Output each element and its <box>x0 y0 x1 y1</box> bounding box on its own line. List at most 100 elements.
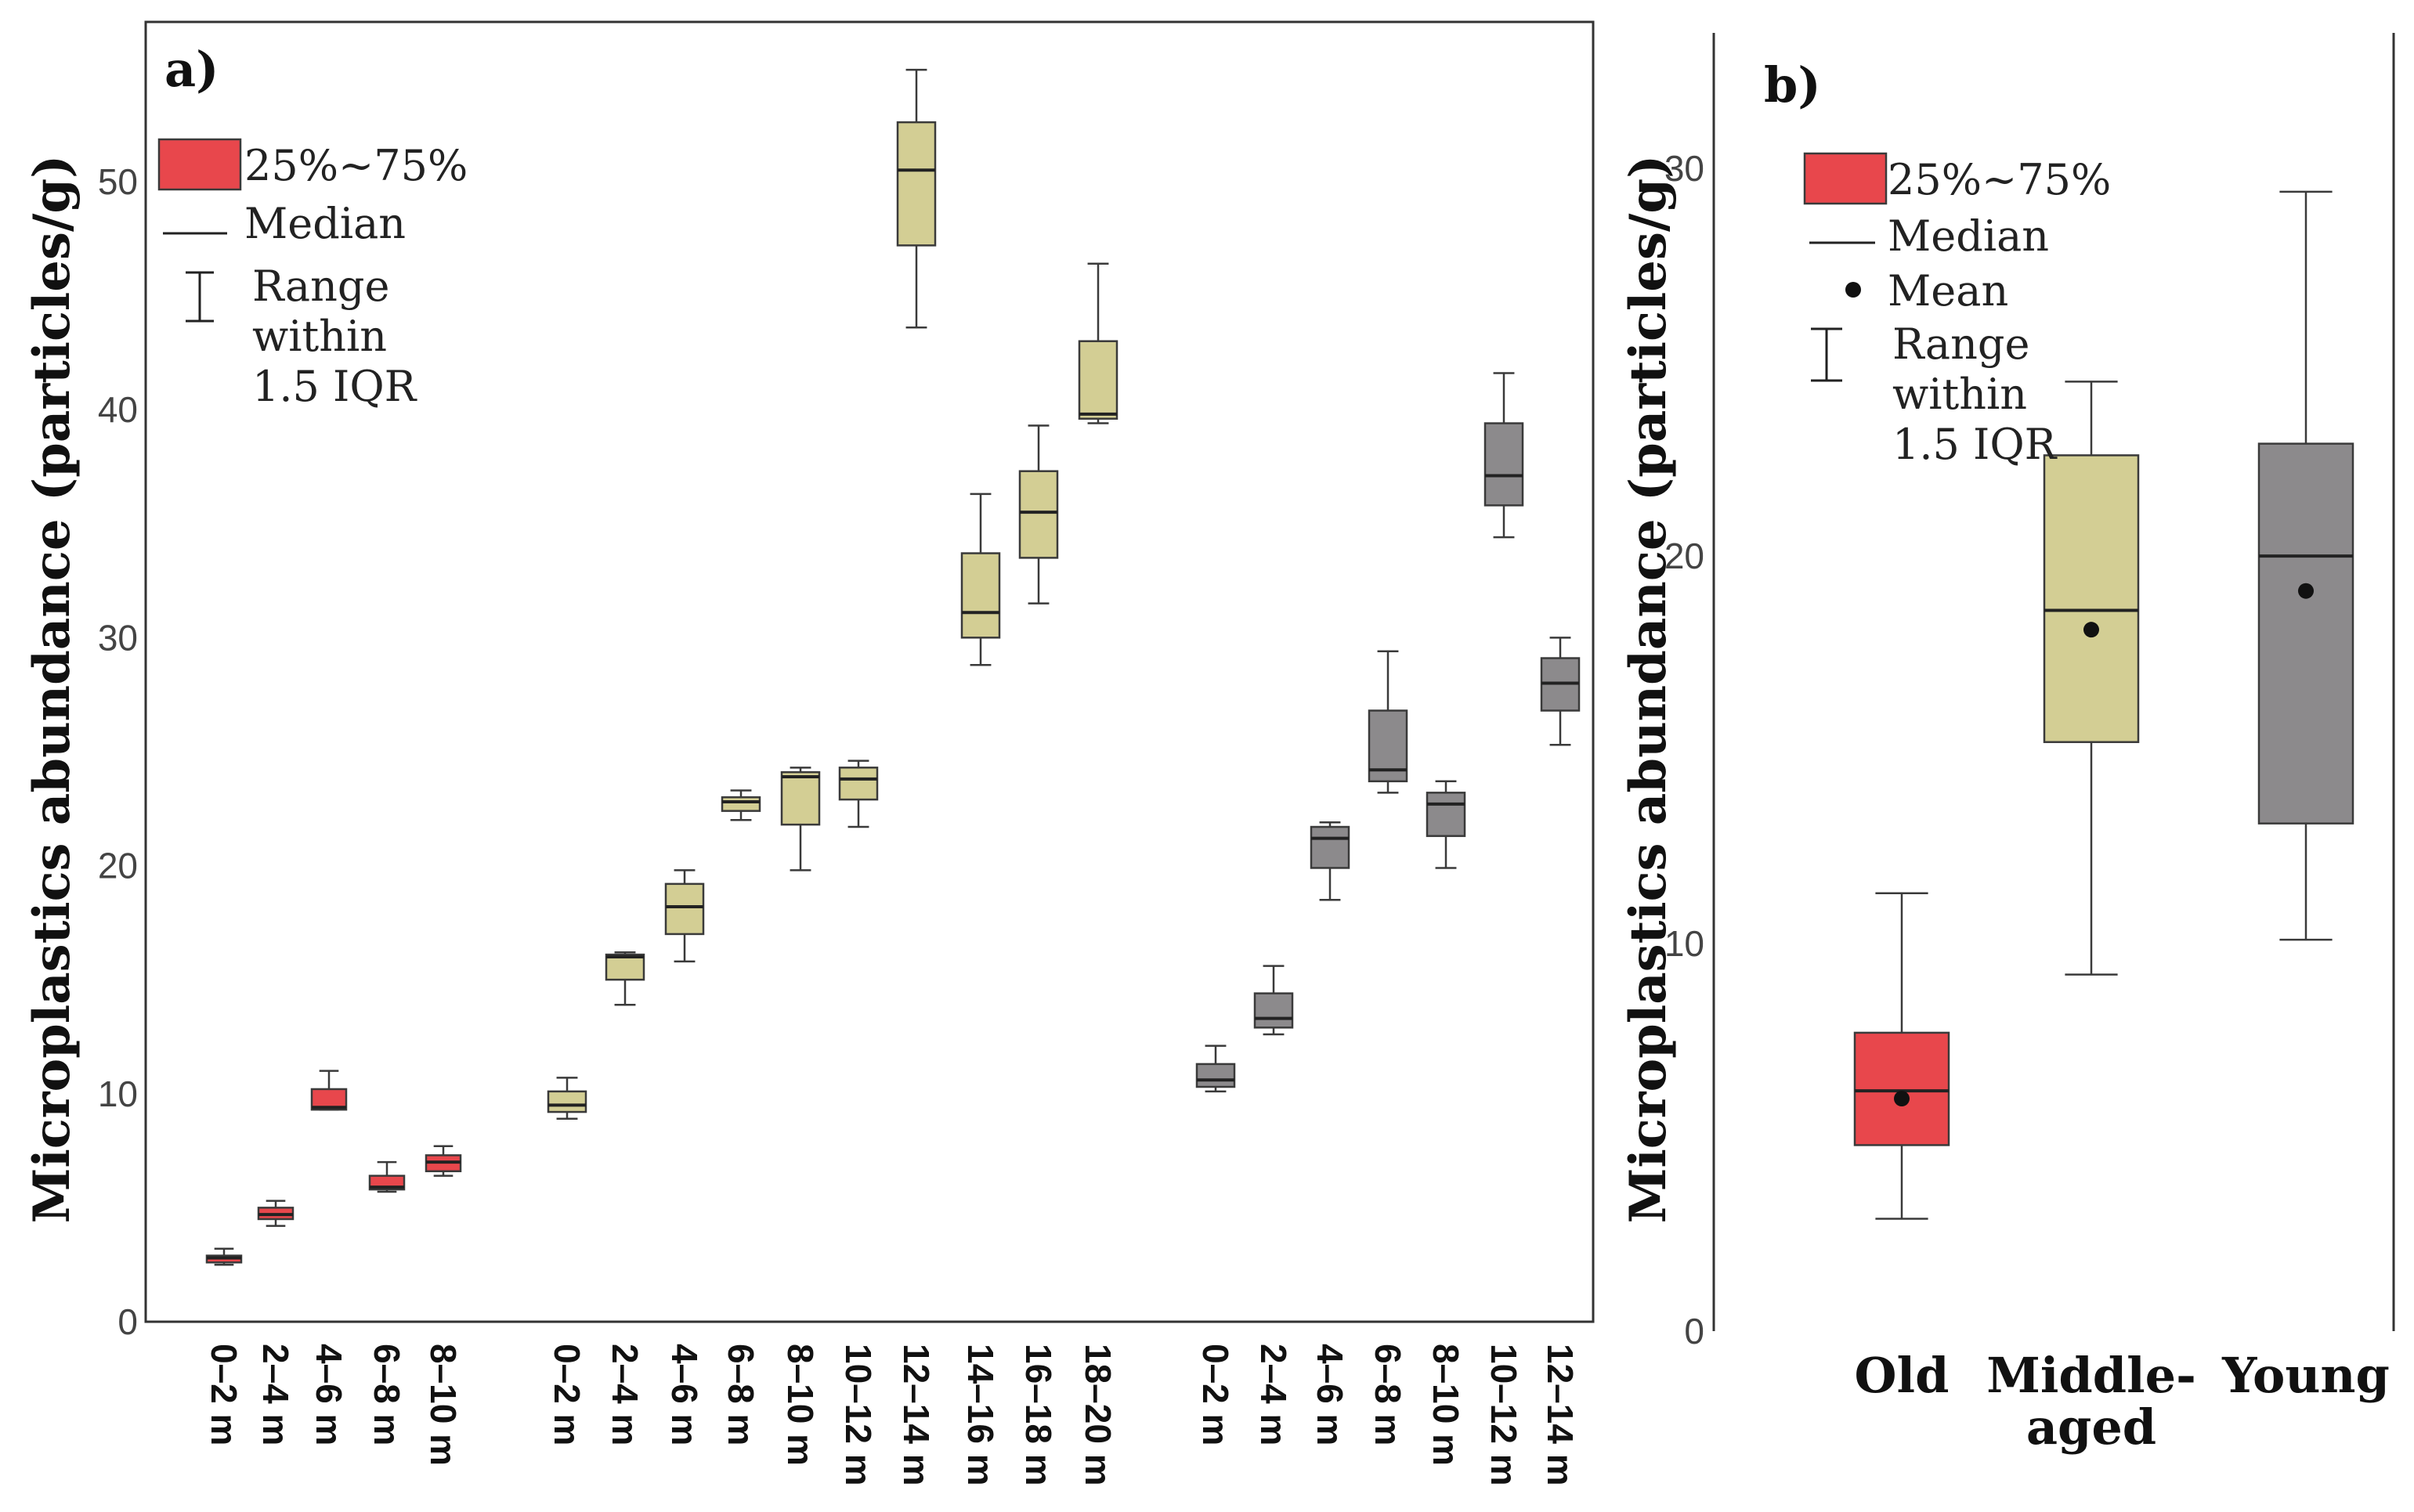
box-middle-3 <box>721 789 761 821</box>
panel-a-legend: 25%~75% Median Range within 1.5 IQR <box>157 138 468 411</box>
legend-b-range-line-2: within <box>1892 370 2027 419</box>
y-tick: 10 <box>1664 923 1704 964</box>
y-tick-label: 50 <box>98 161 138 202</box>
legend-b-median-label: Median <box>1888 211 2049 261</box>
legend-a-range-line-1: Range <box>252 262 389 311</box>
legend-a-median-label: Median <box>244 199 406 248</box>
panel-a-x-labels: 0–2 m 2–4 m 4–6 m 6–8 m 8–10 m 0–2 m 2–4 m 4–6 … <box>204 1344 1581 1486</box>
legend-a-range-icon <box>186 271 214 323</box>
x-tick-label: 2–4 m <box>1253 1344 1294 1445</box>
y-tick-label: 0 <box>117 1301 138 1342</box>
y-tick: 50 <box>98 161 138 202</box>
legend-b-mean-label: Mean <box>1888 266 2008 316</box>
iqr-box <box>1018 470 1059 559</box>
y-tick-label: 10 <box>1664 923 1704 964</box>
box-old-2 <box>310 1070 348 1111</box>
box-young-3 <box>1368 650 1408 794</box>
box-middle-0 <box>547 1077 587 1120</box>
panel-a: a) Microplastics abundance (particles/g)… <box>23 20 1595 1486</box>
mean-dot <box>1894 1091 1910 1107</box>
x-tick-label: 12–14 m <box>1540 1344 1581 1486</box>
x-tick-label: 0–2 m <box>547 1344 587 1445</box>
x-tick-label: 12–14 m <box>896 1344 937 1486</box>
iqr-box <box>2257 442 2354 825</box>
panel-b-y-ticks: 0 10 20 30 <box>1664 148 1704 1351</box>
box-young-2 <box>1310 821 1350 901</box>
group-young <box>1195 372 1581 1093</box>
box-old-4 <box>425 1145 462 1177</box>
iqr-box <box>1426 792 1466 837</box>
box-young-1 <box>1253 965 1294 1036</box>
x-tick-label: 2–4 m <box>255 1344 296 1445</box>
x-tick-label: 2–4 m <box>605 1344 645 1445</box>
iqr-box <box>1483 422 1524 507</box>
legend-a-range-line-2: within <box>252 312 387 361</box>
x-tick-label: Middle- <box>1986 1347 2196 1404</box>
box-old-1 <box>257 1200 295 1227</box>
panel-b-x-labels: Old Middle-aged Young <box>1855 1347 2390 1456</box>
y-tick: 10 <box>98 1074 138 1114</box>
y-tick-label: 20 <box>98 846 138 886</box>
x-tick-label: 16–18 m <box>1018 1344 1059 1486</box>
y-tick: 0 <box>1684 1311 1704 1351</box>
legend-b-range-line-3: 1.5 IQR <box>1892 420 2058 469</box>
x-tick-label: aged <box>2026 1398 2156 1456</box>
panel-a-y-axis-label: Microplastics abundance (particles/g) <box>23 155 81 1224</box>
box-old-0 <box>205 1247 243 1266</box>
box-middle-9 <box>1078 262 1118 424</box>
box-middle-4 <box>780 767 821 871</box>
box-young-6 <box>1540 637 1581 746</box>
legend-a-box-label: 25%~75% <box>244 141 468 190</box>
y-tick: 0 <box>117 1301 138 1342</box>
panel-b-boxes <box>1853 190 2354 1220</box>
legend-b-range-line-1: Range <box>1892 319 2029 369</box>
iqr-box <box>960 552 1001 639</box>
panel-a-frame <box>144 20 1595 1323</box>
iqr-box <box>780 770 821 826</box>
x-tick-label: 10–12 m <box>838 1344 879 1486</box>
mean-dot <box>2298 583 2314 599</box>
panel-b-y-axis-label: Microplastics abundance (particles/g) <box>1619 155 1678 1224</box>
x-tick-label: 6–8 m <box>367 1344 407 1445</box>
box-young-5 <box>1483 372 1524 539</box>
x-tick-label: 8–10 m <box>1426 1344 1466 1466</box>
box-middle-6 <box>896 68 937 329</box>
x-tick-label: Old <box>1855 1347 1950 1404</box>
y-tick-label: 10 <box>98 1074 138 1114</box>
box-young <box>2257 190 2354 941</box>
x-tick-label: 6–8 m <box>1368 1344 1408 1445</box>
x-tick-label: 8–10 m <box>423 1344 464 1466</box>
panel-a-letter: a) <box>164 41 219 98</box>
iqr-box <box>1310 825 1350 869</box>
iqr-box <box>2043 454 2140 743</box>
iqr-box <box>1253 992 1294 1029</box>
group-middle <box>547 68 1118 1120</box>
y-tick-label: 30 <box>1664 148 1704 189</box>
x-tick-label: 10–12 m <box>1483 1344 1524 1486</box>
panel-b: b) Microplastics abundance (particles/g)… <box>1619 33 2395 1456</box>
y-tick: 20 <box>98 846 138 886</box>
box-young-4 <box>1426 780 1466 869</box>
iqr-box <box>1853 1031 1950 1146</box>
iqr-box <box>1195 1063 1236 1088</box>
y-tick-label: 40 <box>98 389 138 430</box>
y-tick-label: 0 <box>1684 1311 1704 1351</box>
box-middle <box>2043 381 2140 976</box>
legend-b-mean-dot <box>1845 282 1861 298</box>
iqr-box <box>838 767 879 801</box>
mean-dot <box>2083 622 2099 638</box>
legend-a-range-line-3: 1.5 IQR <box>252 362 417 411</box>
box-middle-2 <box>664 869 705 963</box>
iqr-box <box>547 1090 587 1113</box>
panel-a-boxes <box>205 68 1581 1266</box>
x-tick-label: 4–6 m <box>664 1344 705 1445</box>
group-old <box>205 1070 462 1266</box>
box-middle-7 <box>960 493 1001 666</box>
x-tick-label: Young <box>2221 1347 2390 1404</box>
y-tick-label: 30 <box>98 617 138 658</box>
iqr-box <box>664 882 705 936</box>
panel-b-legend: 25%~75% Median Mean Range within 1.5 IQR <box>1803 152 2111 469</box>
iqr-box <box>605 953 645 981</box>
x-tick-label: 14–16 m <box>960 1344 1001 1486</box>
legend-b-box-swatch <box>1803 152 1888 205</box>
